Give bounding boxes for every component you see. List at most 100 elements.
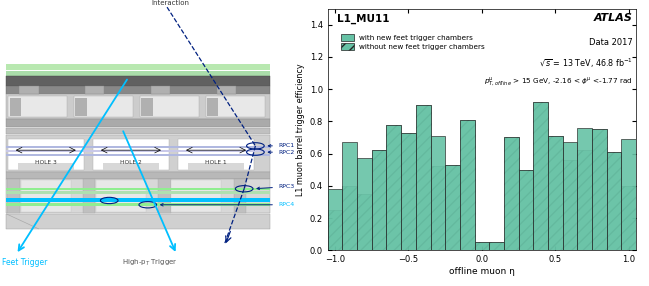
- Text: RPC3: RPC3: [257, 184, 294, 190]
- Bar: [6, 94, 270, 119]
- Bar: [6, 64, 270, 70]
- Bar: [607, 152, 621, 250]
- Bar: [328, 189, 343, 250]
- Bar: [96, 180, 145, 212]
- Bar: [519, 170, 533, 250]
- Bar: [445, 165, 460, 250]
- Bar: [563, 142, 578, 250]
- Bar: [8, 139, 84, 170]
- Bar: [6, 71, 270, 76]
- Bar: [357, 158, 372, 250]
- Bar: [401, 133, 416, 250]
- Bar: [489, 242, 504, 250]
- Bar: [6, 198, 270, 202]
- Bar: [474, 242, 489, 250]
- Text: HOLE 3: HOLE 3: [35, 160, 56, 164]
- Bar: [578, 128, 592, 250]
- Bar: [6, 172, 270, 179]
- Text: $\sqrt{s}$ = 13 TeV, 46.8 fb$^{-1}$: $\sqrt{s}$ = 13 TeV, 46.8 fb$^{-1}$: [539, 57, 633, 70]
- Bar: [621, 186, 636, 250]
- Bar: [188, 163, 244, 170]
- Bar: [519, 170, 533, 250]
- Bar: [386, 125, 401, 250]
- Bar: [7, 179, 20, 213]
- Bar: [6, 179, 270, 213]
- Bar: [6, 146, 270, 148]
- Bar: [607, 152, 621, 250]
- Bar: [140, 96, 199, 117]
- Bar: [6, 154, 270, 156]
- Bar: [6, 188, 270, 190]
- Bar: [82, 179, 95, 213]
- Bar: [6, 76, 270, 86]
- Bar: [74, 96, 133, 117]
- Bar: [386, 125, 401, 250]
- Bar: [19, 86, 38, 94]
- Text: RPC1: RPC1: [268, 143, 294, 148]
- Bar: [93, 139, 169, 170]
- Bar: [504, 138, 519, 250]
- Text: $p^{\mu}_{T,offline}$ > 15 GeV, -2.16 < $\phi^{\mu}$ <-1.77 rad: $p^{\mu}_{T,offline}$ > 15 GeV, -2.16 < …: [484, 76, 633, 88]
- Bar: [460, 120, 474, 250]
- X-axis label: offline muon η: offline muon η: [449, 267, 515, 276]
- Bar: [533, 102, 548, 250]
- Bar: [6, 135, 270, 172]
- Bar: [103, 163, 159, 170]
- Bar: [75, 98, 87, 116]
- Bar: [6, 119, 270, 127]
- Bar: [357, 194, 372, 250]
- Bar: [430, 166, 445, 250]
- Y-axis label: L1 muon barrel trigger efficiency: L1 muon barrel trigger efficiency: [297, 63, 306, 196]
- Bar: [207, 98, 219, 116]
- Bar: [234, 179, 247, 213]
- Bar: [489, 242, 504, 250]
- Bar: [85, 86, 104, 94]
- Bar: [401, 133, 416, 250]
- Bar: [6, 86, 270, 94]
- Bar: [445, 165, 460, 250]
- Text: ATLAS: ATLAS: [594, 13, 633, 23]
- Text: RPC2: RPC2: [268, 150, 294, 155]
- Bar: [206, 96, 265, 117]
- Bar: [592, 129, 607, 250]
- Bar: [592, 129, 607, 250]
- Text: Feet Trigger: Feet Trigger: [1, 258, 47, 267]
- Bar: [548, 136, 563, 250]
- Text: Interaction: Interaction: [151, 0, 190, 6]
- Text: High-p$_T$ Trigger: High-p$_T$ Trigger: [122, 258, 178, 268]
- Bar: [151, 86, 170, 94]
- Bar: [6, 128, 270, 134]
- Bar: [10, 98, 21, 116]
- Bar: [578, 150, 592, 250]
- Bar: [178, 139, 254, 170]
- Bar: [158, 179, 171, 213]
- Bar: [18, 163, 74, 170]
- Bar: [343, 186, 357, 250]
- Bar: [6, 191, 270, 194]
- Bar: [6, 203, 270, 206]
- Bar: [430, 136, 445, 250]
- Bar: [8, 96, 67, 117]
- Bar: [171, 180, 221, 212]
- Bar: [504, 138, 519, 250]
- Bar: [563, 160, 578, 250]
- Bar: [21, 180, 71, 212]
- Legend: with new feet trigger chambers, without new feet trigger chambers: with new feet trigger chambers, without …: [341, 34, 485, 50]
- Bar: [217, 86, 236, 94]
- Text: HOLE 1: HOLE 1: [205, 160, 227, 164]
- Bar: [328, 210, 343, 250]
- Bar: [460, 120, 474, 250]
- Bar: [533, 102, 548, 250]
- Text: HOLE 2: HOLE 2: [120, 160, 141, 164]
- Bar: [416, 105, 430, 250]
- Bar: [621, 139, 636, 250]
- Bar: [343, 142, 357, 250]
- Bar: [6, 150, 270, 152]
- Bar: [548, 136, 563, 250]
- Text: Data 2017: Data 2017: [589, 37, 633, 47]
- Bar: [6, 214, 270, 229]
- Bar: [474, 242, 489, 250]
- Bar: [416, 105, 430, 250]
- Text: RPC4: RPC4: [161, 202, 294, 207]
- Bar: [372, 150, 386, 250]
